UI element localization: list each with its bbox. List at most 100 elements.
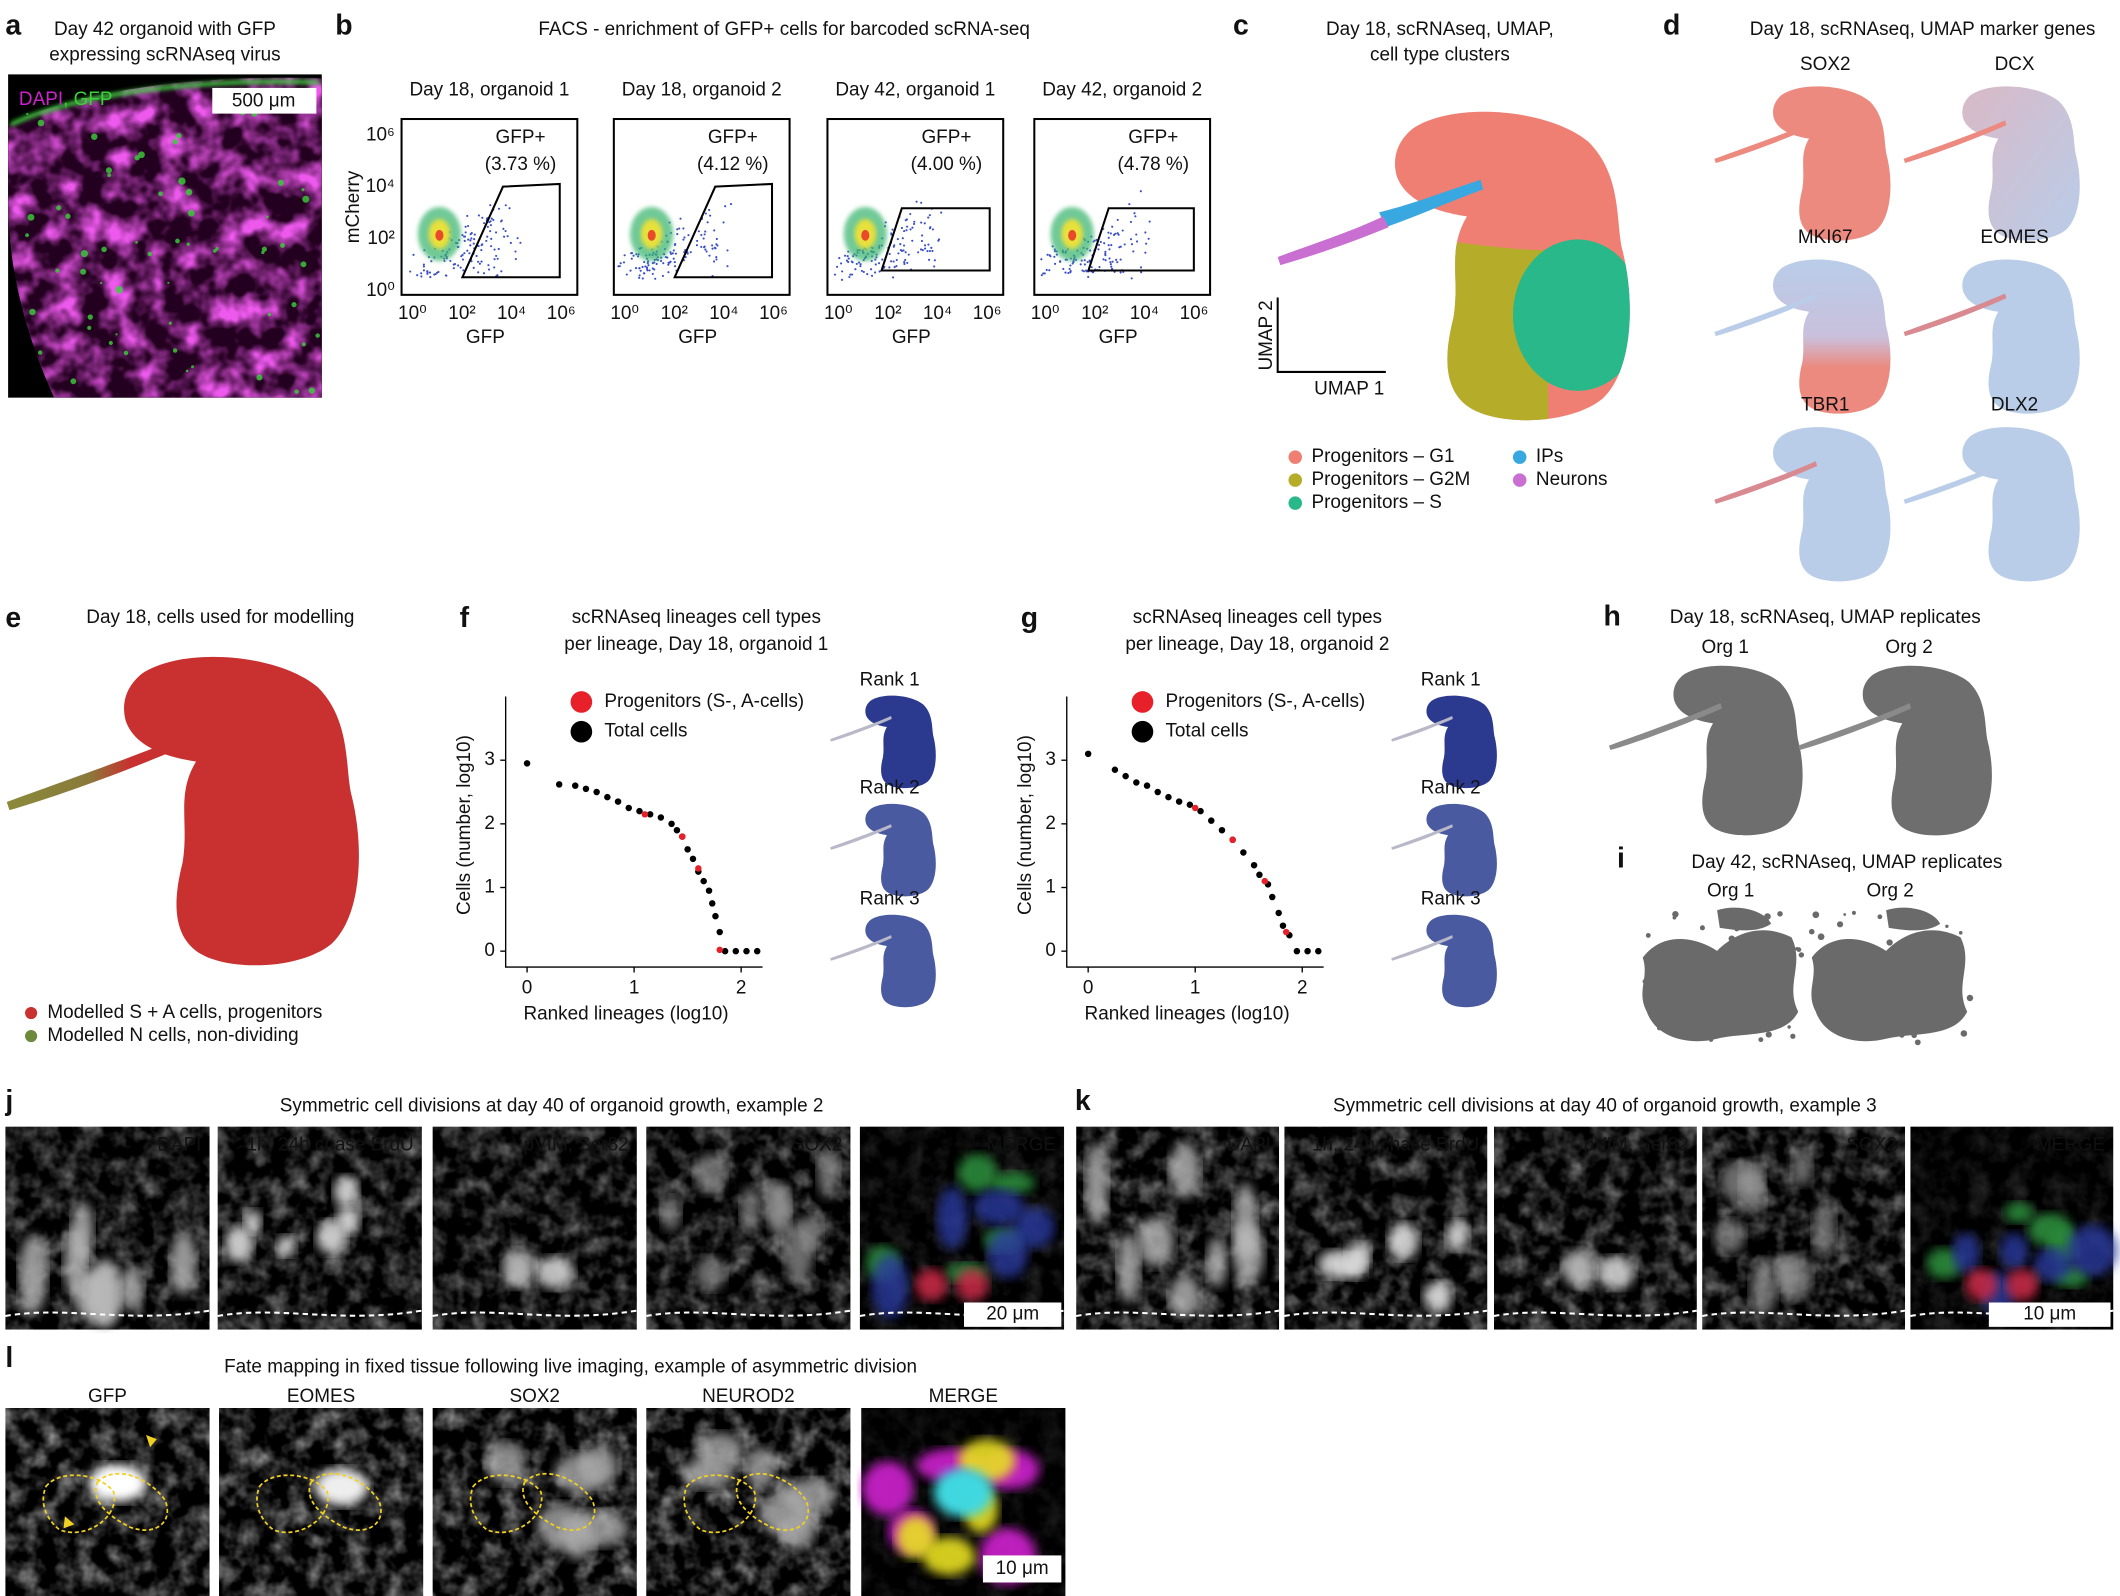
legend-dot [25, 1006, 38, 1020]
cell-signal [1596, 1256, 1635, 1289]
gfp-cell [302, 195, 310, 203]
event [639, 269, 642, 272]
gfp-cell [266, 215, 269, 219]
event [452, 263, 455, 266]
event [687, 234, 690, 237]
umap-tail [1391, 824, 1453, 850]
micrograph [859, 1126, 1065, 1330]
event [645, 267, 649, 271]
gfp-cell [185, 188, 193, 196]
rank-umap [830, 914, 936, 1008]
event [833, 273, 837, 276]
rank-label: Rank 2 [860, 778, 920, 799]
event [630, 252, 633, 255]
event [1099, 240, 1102, 244]
cell [1959, 945, 1965, 950]
scale-bar-label: 500 μm [232, 90, 295, 111]
event [672, 257, 675, 260]
legend-label: Neurons [1536, 469, 1608, 490]
model-umap [6, 656, 359, 966]
event [435, 271, 439, 274]
event [870, 259, 873, 263]
gfp-cell [172, 138, 178, 145]
event [661, 274, 665, 278]
gfp-cell [294, 389, 299, 394]
event [409, 270, 412, 273]
event [625, 273, 628, 276]
event [466, 249, 469, 252]
panel-title: FACS - enrichment of GFP+ cells for barc… [538, 19, 1030, 40]
legend-label: Progenitors – S [1311, 492, 1441, 513]
point [1143, 782, 1151, 789]
umap-body [1773, 259, 1891, 414]
arrowhead [146, 1435, 157, 1448]
scale-bar-label: 10 μm [2023, 1304, 2076, 1325]
cell [1839, 958, 1843, 963]
event [920, 221, 923, 224]
event [923, 244, 927, 247]
event [653, 261, 656, 264]
x-tick-label: 10⁰ [1031, 303, 1060, 324]
event [646, 262, 649, 265]
event [866, 273, 869, 276]
event [920, 201, 923, 204]
cell [1732, 951, 1737, 956]
event [1129, 220, 1133, 224]
event [486, 225, 489, 229]
gfp-cell [315, 333, 320, 338]
event [907, 253, 910, 256]
event [482, 272, 486, 275]
facs-plot [409, 204, 522, 279]
y-tick-label: 10⁶ [366, 124, 395, 145]
cell [1882, 955, 1889, 962]
replicate-umap [1798, 665, 1992, 836]
facs-plot [1040, 190, 1151, 280]
apical-surface [217, 1309, 423, 1318]
point [1304, 947, 1311, 955]
cell [1642, 978, 1648, 984]
cell-signal [681, 1457, 736, 1489]
cell-signal [1169, 1274, 1201, 1319]
event [502, 235, 506, 238]
point [1256, 871, 1263, 879]
event [497, 247, 500, 251]
rank-label: Rank 1 [1421, 669, 1481, 690]
gfp-cell [87, 325, 92, 330]
channel-label: , GFP [63, 89, 112, 110]
event [1116, 218, 1119, 222]
cell [1836, 921, 1844, 928]
plot-frame [1033, 118, 1212, 296]
event [674, 252, 678, 255]
event [1048, 254, 1051, 257]
event [487, 264, 490, 267]
point [753, 947, 761, 955]
gfp-cell [158, 191, 163, 197]
event [489, 224, 493, 227]
event [1069, 271, 1072, 274]
event [1144, 231, 1147, 234]
event [1116, 232, 1119, 235]
umap-body [1962, 86, 2080, 241]
gate [460, 182, 561, 279]
cell-signal [1445, 1220, 1469, 1251]
cell-signal [1750, 1260, 1777, 1317]
rank-label: Rank 2 [1421, 778, 1481, 799]
event [495, 254, 498, 257]
umap-body [1862, 665, 1992, 836]
event [480, 249, 483, 252]
cell [1763, 919, 1768, 924]
scale-bar-label: 20 μm [986, 1304, 1039, 1325]
x-tick-label: 1 [629, 978, 640, 999]
cell [1886, 939, 1893, 946]
gfp-cell [65, 213, 71, 219]
event [420, 272, 423, 275]
channel-label: DAPI [19, 89, 63, 110]
event [1139, 266, 1143, 269]
gate [673, 182, 774, 279]
event [729, 202, 733, 206]
legend-dot [1288, 496, 1303, 510]
event [638, 267, 641, 270]
event [874, 258, 877, 261]
event [843, 254, 847, 257]
event [1107, 236, 1110, 239]
